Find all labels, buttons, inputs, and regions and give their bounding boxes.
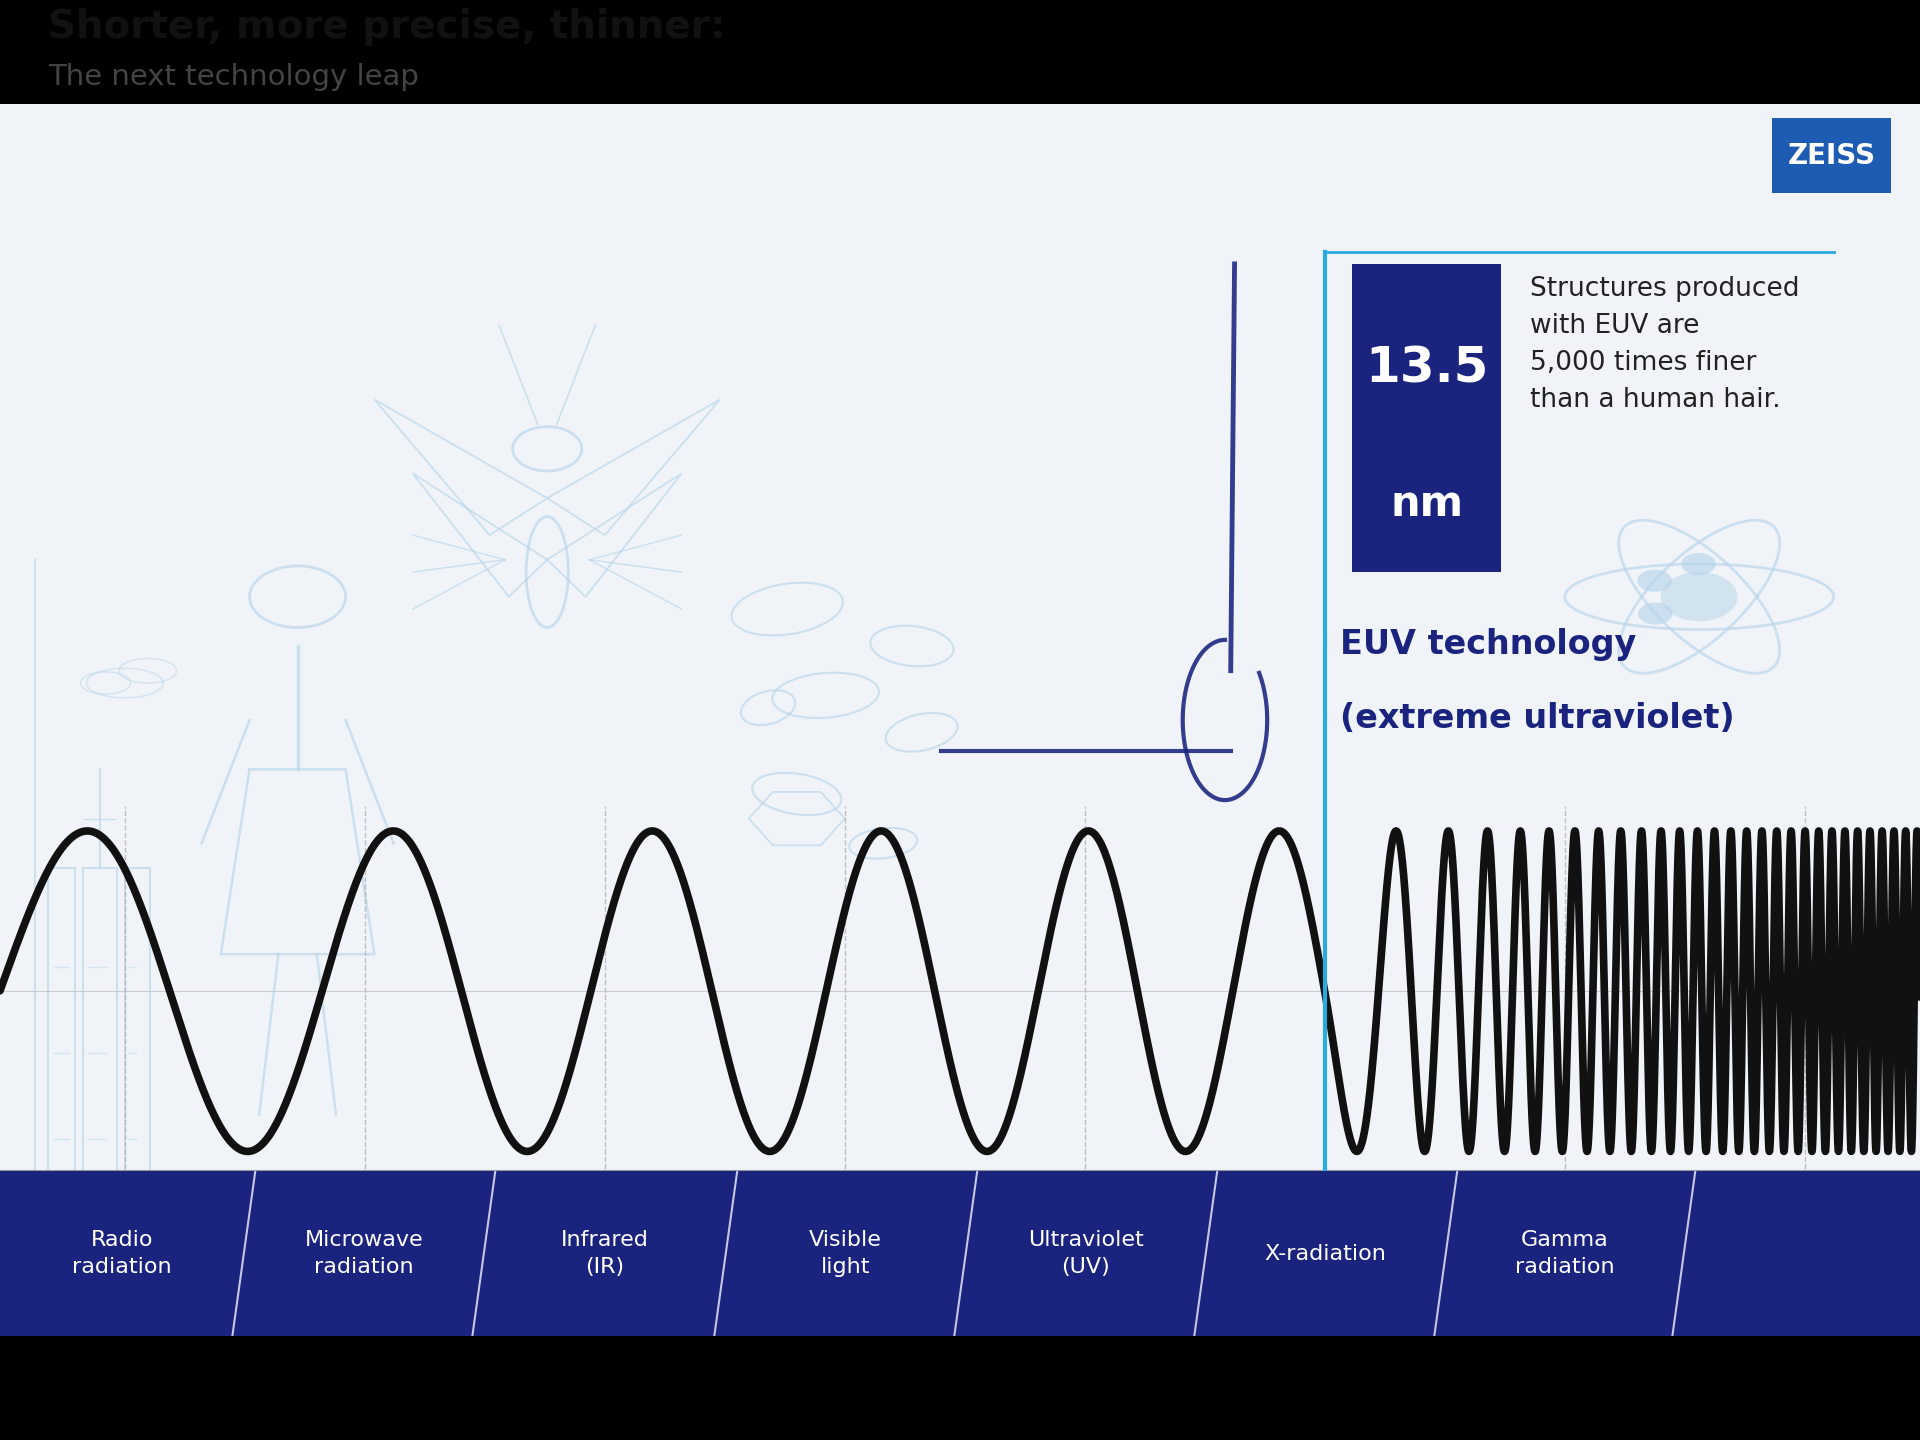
Circle shape xyxy=(1682,553,1716,575)
Text: 0.01nm: 0.01nm xyxy=(1515,1244,1615,1270)
Text: nm: nm xyxy=(1390,484,1463,526)
Text: ZEISS: ZEISS xyxy=(1788,141,1876,170)
Bar xyxy=(1352,264,1501,572)
Text: 750nm: 750nm xyxy=(799,1244,891,1270)
Text: 400nm: 400nm xyxy=(1039,1244,1131,1270)
Text: 0.00001nm: 0.00001nm xyxy=(1730,1244,1880,1270)
Bar xyxy=(48,868,75,1336)
Text: 10m: 10m xyxy=(96,1244,154,1270)
Text: Structures produced
with EUV are
5,000 times finer
than a human hair.: Structures produced with EUV are 5,000 t… xyxy=(1530,276,1799,413)
Text: 1mm: 1mm xyxy=(570,1244,639,1270)
Text: EUV technology: EUV technology xyxy=(1340,628,1636,661)
Text: 13.5: 13.5 xyxy=(1365,344,1488,393)
Text: 10cm: 10cm xyxy=(328,1244,401,1270)
Text: 10nm: 10nm xyxy=(1286,1244,1363,1270)
Text: Shorter, more precise, thinner:: Shorter, more precise, thinner: xyxy=(48,9,726,46)
Circle shape xyxy=(1638,602,1672,625)
Text: Microwave
radiation: Microwave radiation xyxy=(305,1230,422,1277)
Text: Visible
light: Visible light xyxy=(810,1230,881,1277)
Bar xyxy=(83,868,117,1434)
Bar xyxy=(125,868,150,1238)
Text: Radio
radiation: Radio radiation xyxy=(73,1230,171,1277)
Circle shape xyxy=(1661,572,1738,622)
Text: (extreme ultraviolet): (extreme ultraviolet) xyxy=(1340,701,1736,734)
Text: Ultraviolet
(UV): Ultraviolet (UV) xyxy=(1027,1230,1144,1277)
Text: Gamma
radiation: Gamma radiation xyxy=(1515,1230,1615,1277)
Text: Infrared
(IR): Infrared (IR) xyxy=(561,1230,649,1277)
Circle shape xyxy=(1638,570,1672,592)
Text: X-radiation: X-radiation xyxy=(1265,1244,1386,1263)
Text: The next technology leap: The next technology leap xyxy=(48,63,419,91)
